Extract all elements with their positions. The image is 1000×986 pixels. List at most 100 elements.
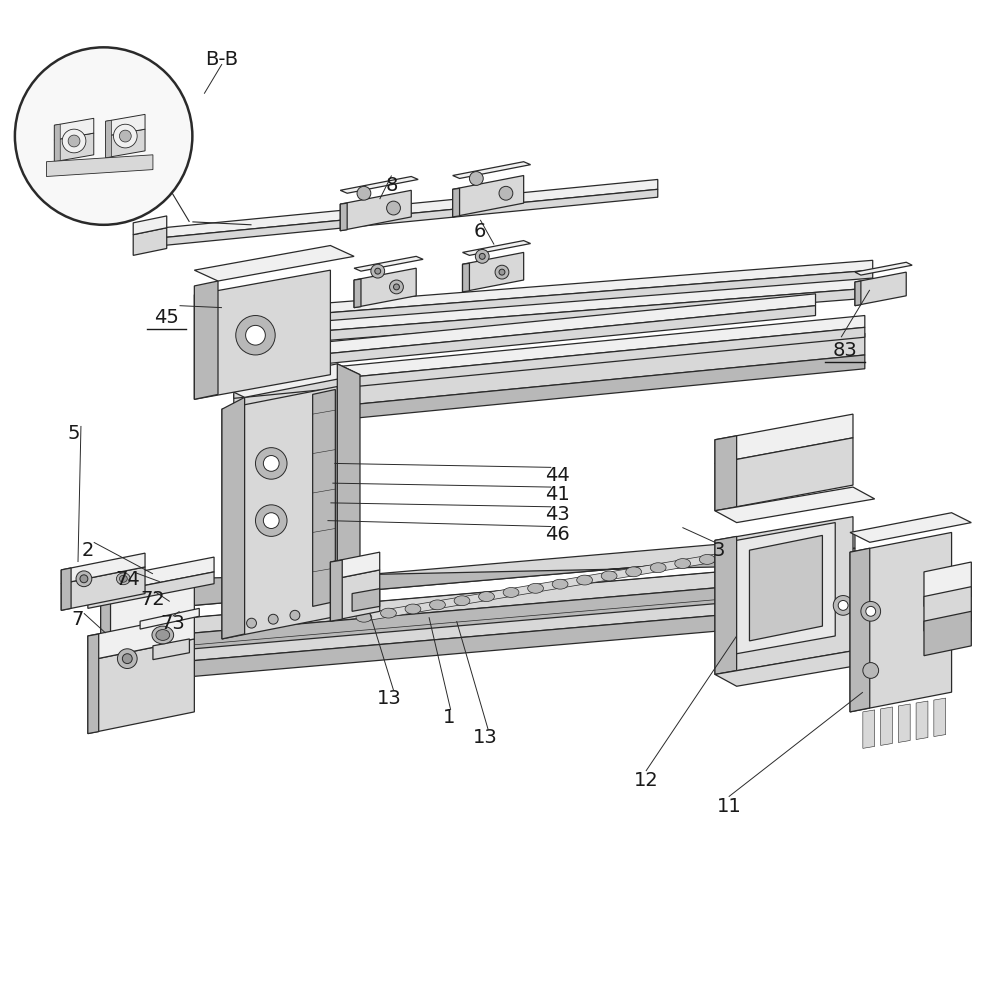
Polygon shape — [453, 162, 531, 178]
Ellipse shape — [724, 550, 740, 560]
Polygon shape — [463, 241, 531, 255]
Polygon shape — [125, 560, 855, 639]
Ellipse shape — [405, 604, 421, 614]
Ellipse shape — [626, 567, 642, 577]
Text: 72: 72 — [141, 590, 165, 609]
Text: 13: 13 — [473, 728, 498, 747]
Circle shape — [371, 264, 385, 278]
Circle shape — [62, 129, 86, 153]
Polygon shape — [881, 707, 892, 745]
Circle shape — [122, 654, 132, 664]
Polygon shape — [234, 306, 816, 373]
Polygon shape — [855, 262, 912, 275]
Circle shape — [833, 596, 853, 615]
Polygon shape — [234, 316, 865, 388]
Ellipse shape — [650, 563, 666, 573]
Ellipse shape — [119, 576, 127, 582]
Polygon shape — [153, 179, 658, 239]
Circle shape — [263, 456, 279, 471]
Ellipse shape — [116, 573, 130, 585]
Ellipse shape — [577, 575, 592, 585]
Ellipse shape — [156, 630, 170, 641]
Text: 74: 74 — [115, 570, 140, 590]
Circle shape — [357, 186, 371, 200]
Polygon shape — [234, 294, 816, 363]
Polygon shape — [61, 567, 145, 610]
Circle shape — [394, 284, 399, 290]
Text: 44: 44 — [545, 465, 570, 485]
Polygon shape — [715, 438, 853, 511]
Circle shape — [80, 575, 88, 583]
Polygon shape — [88, 557, 214, 597]
Polygon shape — [330, 570, 380, 621]
Ellipse shape — [381, 608, 396, 618]
Polygon shape — [924, 587, 971, 631]
Circle shape — [255, 448, 287, 479]
Polygon shape — [715, 517, 853, 674]
Polygon shape — [106, 120, 112, 158]
Text: 8: 8 — [385, 176, 398, 195]
Polygon shape — [88, 614, 194, 661]
Circle shape — [236, 316, 275, 355]
Polygon shape — [463, 263, 469, 292]
Circle shape — [390, 280, 403, 294]
Circle shape — [76, 571, 92, 587]
Ellipse shape — [430, 599, 445, 609]
Polygon shape — [898, 704, 910, 742]
Polygon shape — [101, 616, 194, 720]
Polygon shape — [88, 634, 99, 734]
Polygon shape — [222, 397, 245, 639]
Polygon shape — [850, 532, 952, 712]
Polygon shape — [234, 333, 865, 416]
Circle shape — [119, 130, 131, 142]
Text: 13: 13 — [377, 688, 402, 708]
Polygon shape — [125, 576, 855, 655]
Polygon shape — [54, 124, 60, 162]
Circle shape — [499, 269, 505, 275]
Polygon shape — [715, 651, 875, 686]
Text: 12: 12 — [634, 771, 658, 791]
Polygon shape — [54, 118, 94, 140]
Polygon shape — [340, 203, 347, 231]
Polygon shape — [364, 551, 732, 621]
Polygon shape — [125, 603, 855, 682]
Text: 73: 73 — [160, 613, 185, 633]
Polygon shape — [101, 599, 111, 720]
Polygon shape — [106, 129, 145, 158]
Circle shape — [387, 201, 400, 215]
Polygon shape — [88, 639, 194, 734]
Polygon shape — [313, 389, 335, 606]
Polygon shape — [106, 114, 145, 136]
Circle shape — [117, 649, 137, 669]
Circle shape — [68, 135, 80, 147]
Text: 11: 11 — [716, 797, 741, 816]
Circle shape — [479, 253, 485, 259]
Circle shape — [268, 614, 278, 624]
Polygon shape — [340, 176, 418, 193]
Polygon shape — [737, 523, 835, 654]
Polygon shape — [850, 513, 971, 542]
Polygon shape — [234, 355, 865, 430]
Polygon shape — [340, 190, 411, 231]
Polygon shape — [46, 155, 153, 176]
Polygon shape — [153, 639, 189, 660]
Polygon shape — [101, 582, 194, 636]
Polygon shape — [234, 327, 865, 398]
Text: 6: 6 — [474, 222, 486, 242]
Polygon shape — [222, 387, 337, 639]
Polygon shape — [850, 548, 870, 712]
Polygon shape — [916, 701, 928, 740]
Circle shape — [290, 610, 300, 620]
Polygon shape — [863, 710, 875, 748]
Polygon shape — [125, 548, 855, 611]
Circle shape — [255, 505, 287, 536]
Text: 83: 83 — [833, 340, 857, 360]
Polygon shape — [330, 560, 342, 621]
Polygon shape — [293, 278, 873, 333]
Polygon shape — [140, 608, 199, 629]
Polygon shape — [88, 572, 214, 608]
Text: 3: 3 — [713, 540, 725, 560]
Polygon shape — [337, 364, 360, 616]
Circle shape — [861, 601, 881, 621]
Circle shape — [499, 186, 513, 200]
